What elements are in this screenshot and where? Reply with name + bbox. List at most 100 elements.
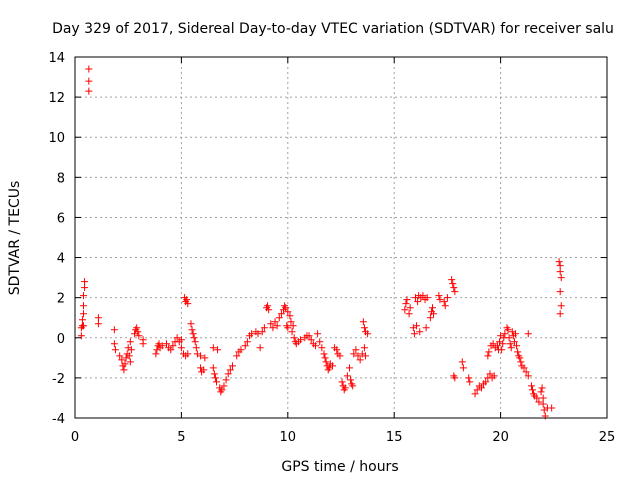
data-point-marker <box>513 342 521 350</box>
data-point-marker <box>256 344 264 352</box>
data-point-marker <box>413 322 421 330</box>
data-point-marker <box>210 370 218 378</box>
x-tick-label: 20 <box>492 430 509 445</box>
data-point-marker <box>197 352 205 360</box>
data-point-marker <box>211 374 219 382</box>
data-point-marker <box>471 390 479 398</box>
data-point-marker <box>80 322 88 330</box>
data-point-marker <box>282 304 290 312</box>
data-point-marker <box>277 310 285 318</box>
data-point-marker <box>290 334 298 342</box>
data-point-marker <box>111 346 119 354</box>
data-point-marker <box>237 346 245 354</box>
data-point-marker <box>177 336 185 344</box>
data-point-marker <box>522 368 530 376</box>
data-point-marker <box>192 344 200 352</box>
data-point-marker <box>224 370 232 378</box>
data-point-marker <box>289 322 297 330</box>
data-point-marker <box>220 382 228 390</box>
data-point-marker <box>120 366 128 374</box>
data-point-marker <box>116 352 124 360</box>
data-point-marker <box>538 384 546 392</box>
y-tick-label: 6 <box>57 211 65 226</box>
data-point-marker <box>94 314 102 322</box>
data-point-marker <box>486 370 494 378</box>
data-point-marker <box>133 324 141 332</box>
data-point-marker <box>213 378 221 386</box>
data-point-marker <box>557 274 565 282</box>
y-tick-label: 0 <box>57 332 65 347</box>
data-point-marker <box>450 284 458 292</box>
data-point-marker <box>556 268 564 276</box>
data-point-marker <box>361 352 369 360</box>
data-point-marker <box>440 298 448 306</box>
data-point-marker <box>183 296 191 304</box>
data-point-marker <box>514 348 522 356</box>
data-point-marker <box>436 296 444 304</box>
x-tick-label: 5 <box>177 430 185 445</box>
data-point-marker <box>321 354 329 362</box>
data-point-marker <box>401 306 409 314</box>
data-point-marker <box>328 362 336 370</box>
data-point-marker <box>352 346 360 354</box>
data-point-marker <box>134 328 142 336</box>
data-point-marker <box>260 324 268 332</box>
data-point-marker <box>184 300 192 308</box>
data-point-marker <box>443 294 451 302</box>
data-point-marker <box>307 336 315 344</box>
data-point-marker <box>493 342 501 350</box>
data-point-marker <box>254 330 262 338</box>
data-point-marker <box>419 292 427 300</box>
grid-lines <box>75 57 607 418</box>
data-point-marker <box>318 344 326 352</box>
data-point-marker <box>241 342 249 350</box>
data-point-marker <box>539 400 547 408</box>
data-point-marker <box>243 338 251 346</box>
data-point-marker <box>173 334 181 342</box>
data-point-marker <box>85 65 93 73</box>
data-point-marker <box>406 304 414 312</box>
y-tick-label: -4 <box>52 412 65 427</box>
x-axis-label: GPS time / hours <box>281 459 398 475</box>
data-point-marker <box>191 338 199 346</box>
data-point-marker <box>459 364 467 372</box>
data-point-marker <box>267 320 275 328</box>
data-point-marker <box>504 326 512 334</box>
y-tick-label: 14 <box>48 51 65 66</box>
data-point-marker <box>81 278 89 286</box>
data-point-marker <box>510 338 518 346</box>
data-point-marker <box>485 348 493 356</box>
data-point-marker <box>448 276 456 284</box>
data-point-marker <box>537 388 545 396</box>
data-point-marker <box>167 346 175 354</box>
data-point-marker <box>557 302 565 310</box>
data-point-marker <box>118 356 126 364</box>
data-point-marker <box>498 346 506 354</box>
data-point-marker <box>346 364 354 372</box>
data-point-marker <box>139 340 147 348</box>
y-tick-label: 8 <box>57 171 65 186</box>
data-point-marker <box>505 334 513 342</box>
data-point-marker <box>473 386 481 394</box>
data-point-marker <box>94 320 102 328</box>
plot-frame <box>74 56 608 419</box>
y-tick-label: 10 <box>48 131 65 146</box>
data-point-marker <box>125 352 133 360</box>
data-point-marker <box>354 352 362 360</box>
data-point-marker <box>520 364 528 372</box>
data-point-marker <box>214 346 222 354</box>
data-point-marker <box>209 364 217 372</box>
data-point-marker <box>121 360 129 368</box>
data-point-marker <box>158 342 166 350</box>
data-point-marker <box>349 382 357 390</box>
data-point-marker <box>556 288 564 296</box>
data-point-marker <box>177 344 185 352</box>
data-point-marker <box>77 332 85 340</box>
data-point-marker <box>333 346 341 354</box>
data-point-marker <box>316 338 324 346</box>
data-point-marker <box>341 384 349 392</box>
data-points <box>77 65 565 420</box>
data-point-marker <box>264 302 272 310</box>
data-point-marker <box>184 350 192 358</box>
